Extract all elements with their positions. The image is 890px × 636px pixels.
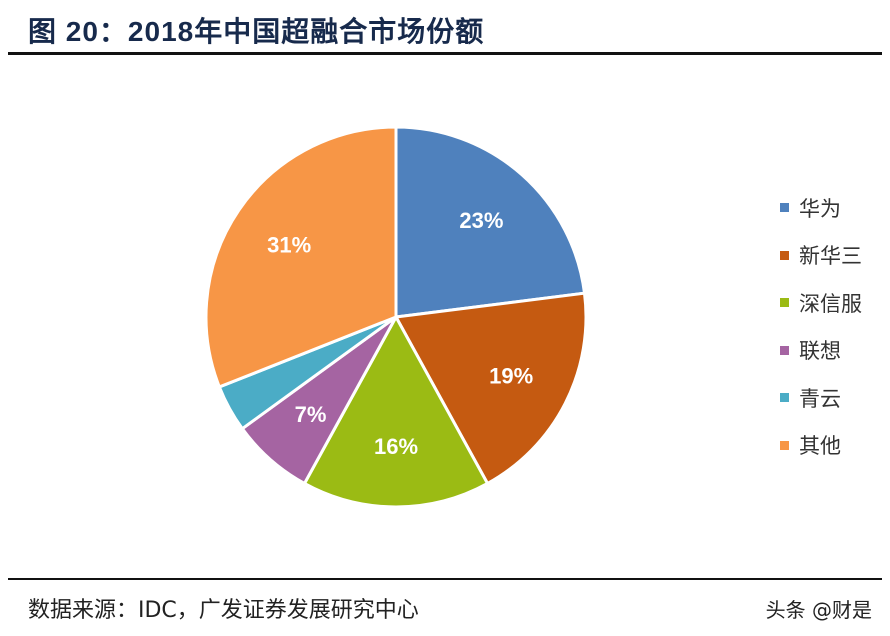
legend-item: 新华三 — [780, 232, 862, 280]
legend-label: 华为 — [799, 196, 841, 221]
pie-slice-深信服 — [302, 313, 490, 509]
data-label: 23% — [459, 208, 503, 233]
data-label: 16% — [374, 434, 418, 459]
legend-swatch — [780, 393, 789, 403]
legend-label: 联想 — [799, 339, 841, 364]
legend-swatch — [780, 440, 789, 450]
legend-swatch — [780, 250, 789, 260]
legend-swatch — [780, 203, 789, 213]
top-divider — [8, 52, 882, 55]
legend-label: 深信服 — [799, 291, 862, 316]
chart-title: 图 20：2018年中国超融合市场份额 — [28, 16, 485, 47]
pie-slice-华为 — [394, 125, 587, 319]
pie-slice-其他 — [204, 125, 398, 389]
data-label: 19% — [489, 364, 533, 389]
data-label: 7% — [295, 402, 327, 427]
legend-label: 新华三 — [799, 244, 862, 269]
data-label: 31% — [267, 232, 311, 257]
watermark: 头条 @财是 — [765, 598, 872, 622]
source-note: 数据来源：IDC，广发证券发展研究中心 — [28, 598, 419, 623]
bottom-divider — [8, 578, 882, 580]
legend-item: 华为 — [780, 184, 862, 232]
legend-swatch — [780, 345, 789, 355]
legend-item: 其他 — [780, 422, 862, 470]
legend-label: 其他 — [799, 434, 841, 459]
legend-item: 联想 — [780, 327, 862, 375]
legend: 华为新华三深信服联想青云其他 — [780, 184, 862, 469]
legend-label: 青云 — [799, 386, 841, 411]
legend-item: 青云 — [780, 374, 862, 422]
legend-item: 深信服 — [780, 279, 862, 327]
pie-slice-新华三 — [393, 291, 588, 486]
legend-swatch — [780, 298, 789, 308]
